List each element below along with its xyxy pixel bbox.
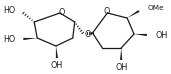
- Text: O: O: [103, 7, 110, 16]
- Text: OH: OH: [115, 63, 127, 73]
- Polygon shape: [120, 48, 122, 60]
- Text: OMe: OMe: [148, 5, 165, 11]
- Text: OH: OH: [51, 61, 63, 69]
- Text: OH: OH: [156, 30, 168, 40]
- Text: HO: HO: [3, 34, 15, 44]
- Polygon shape: [23, 38, 37, 40]
- Text: O: O: [85, 30, 91, 38]
- Text: HO: HO: [3, 5, 15, 15]
- Polygon shape: [127, 10, 140, 18]
- Polygon shape: [134, 34, 147, 36]
- Text: O: O: [59, 7, 65, 17]
- Polygon shape: [56, 46, 58, 58]
